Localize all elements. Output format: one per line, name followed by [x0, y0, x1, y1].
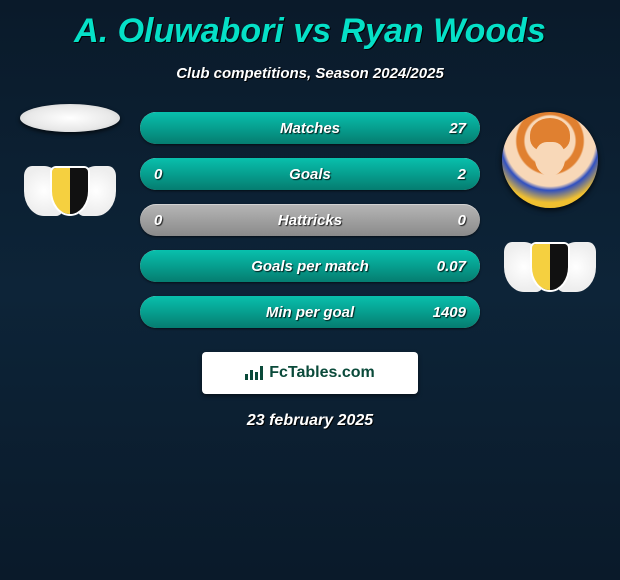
player-right-club-crest: [500, 230, 600, 304]
stat-right-value: 2: [426, 166, 466, 183]
crest-shield-icon: [532, 244, 568, 290]
subtitle: Club competitions, Season 2024/2025: [0, 65, 620, 82]
stat-label: Goals: [194, 166, 426, 183]
date-text: 23 february 2025: [0, 412, 620, 430]
stat-right-value: 27: [426, 120, 466, 137]
stat-label: Hattricks: [194, 212, 426, 229]
brand-card: FcTables.com: [202, 352, 418, 394]
stat-right-value: 0.07: [426, 258, 466, 275]
stat-row-goals: 0 Goals 2: [140, 158, 480, 190]
stats-list: Matches 27 0 Goals 2 0 Hattricks 0 Goals…: [140, 112, 480, 328]
stat-label: Goals per match: [194, 258, 426, 275]
player-left-club-crest: [20, 154, 120, 228]
stat-row-matches: Matches 27: [140, 112, 480, 144]
right-player-column: [490, 112, 610, 304]
left-player-column: [10, 104, 130, 228]
comparison-panel: Matches 27 0 Goals 2 0 Hattricks 0 Goals…: [0, 112, 620, 430]
stat-row-goals-per-match: Goals per match 0.07: [140, 250, 480, 282]
crest-shield-icon: [52, 168, 88, 214]
player-left-silhouette: [20, 104, 120, 132]
brand-text: FcTables.com: [269, 364, 375, 382]
stat-row-min-per-goal: Min per goal 1409: [140, 296, 480, 328]
player-right-photo: [502, 112, 598, 208]
stat-label: Matches: [194, 120, 426, 137]
stat-left-value: 0: [154, 212, 194, 229]
bar-chart-icon: [245, 366, 263, 380]
stat-right-value: 0: [426, 212, 466, 229]
stat-row-hattricks: 0 Hattricks 0: [140, 204, 480, 236]
page-title: A. Oluwabori vs Ryan Woods: [0, 0, 620, 51]
stat-left-value: 0: [154, 166, 194, 183]
stat-label: Min per goal: [194, 304, 426, 321]
stat-right-value: 1409: [426, 304, 466, 321]
